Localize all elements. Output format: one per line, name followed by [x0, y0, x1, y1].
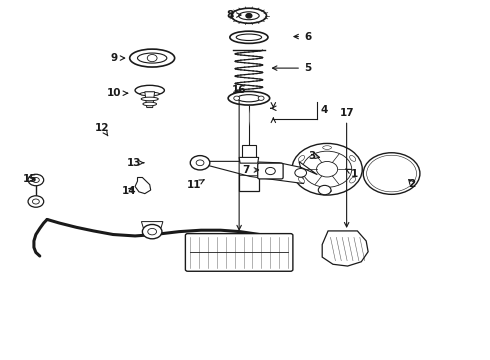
- Text: 2: 2: [409, 179, 416, 189]
- Circle shape: [28, 174, 44, 186]
- Circle shape: [32, 199, 39, 204]
- Text: 9: 9: [110, 53, 124, 63]
- Polygon shape: [209, 161, 318, 184]
- Text: 11: 11: [187, 180, 204, 190]
- Ellipse shape: [140, 92, 159, 96]
- Ellipse shape: [298, 177, 305, 183]
- Circle shape: [363, 153, 420, 194]
- Polygon shape: [322, 231, 368, 266]
- Circle shape: [383, 167, 400, 180]
- Ellipse shape: [323, 189, 331, 193]
- FancyBboxPatch shape: [185, 234, 293, 271]
- Circle shape: [371, 162, 383, 170]
- Circle shape: [246, 14, 252, 18]
- Polygon shape: [239, 157, 259, 163]
- Ellipse shape: [323, 146, 331, 149]
- Circle shape: [148, 228, 157, 235]
- Circle shape: [367, 155, 416, 192]
- Ellipse shape: [130, 49, 174, 67]
- Circle shape: [234, 96, 240, 100]
- Circle shape: [295, 168, 307, 177]
- Circle shape: [391, 157, 403, 166]
- Ellipse shape: [231, 8, 267, 23]
- Ellipse shape: [236, 34, 262, 41]
- Circle shape: [391, 181, 403, 190]
- Circle shape: [28, 196, 44, 207]
- Ellipse shape: [298, 156, 305, 161]
- Circle shape: [302, 151, 352, 187]
- Polygon shape: [242, 145, 256, 173]
- Circle shape: [147, 54, 157, 62]
- Circle shape: [190, 156, 210, 170]
- Ellipse shape: [141, 97, 158, 101]
- Circle shape: [292, 143, 362, 195]
- Ellipse shape: [237, 95, 261, 102]
- Circle shape: [317, 162, 338, 177]
- Text: 12: 12: [95, 123, 110, 136]
- Text: 1: 1: [345, 168, 358, 179]
- Circle shape: [258, 96, 264, 100]
- Circle shape: [403, 169, 415, 178]
- Ellipse shape: [239, 12, 259, 20]
- Text: 7: 7: [242, 165, 259, 175]
- Text: 3: 3: [309, 150, 319, 161]
- Ellipse shape: [138, 53, 167, 63]
- Text: 17: 17: [339, 108, 354, 227]
- Circle shape: [143, 225, 162, 239]
- Ellipse shape: [230, 31, 268, 43]
- Polygon shape: [145, 92, 155, 108]
- Text: 6: 6: [294, 32, 311, 41]
- Polygon shape: [142, 222, 163, 228]
- Circle shape: [196, 160, 204, 166]
- Circle shape: [371, 177, 383, 185]
- Ellipse shape: [228, 91, 270, 105]
- Text: 8: 8: [227, 10, 241, 20]
- Text: 13: 13: [126, 158, 144, 168]
- Ellipse shape: [143, 102, 157, 106]
- Polygon shape: [135, 177, 151, 194]
- Ellipse shape: [135, 85, 164, 95]
- Text: 14: 14: [122, 186, 136, 197]
- Text: 5: 5: [272, 63, 311, 73]
- Text: 10: 10: [107, 88, 127, 98]
- Ellipse shape: [350, 156, 356, 161]
- Ellipse shape: [350, 177, 356, 183]
- Circle shape: [266, 167, 275, 175]
- Text: 15: 15: [23, 174, 37, 184]
- Text: 16: 16: [232, 85, 246, 230]
- Circle shape: [318, 185, 331, 195]
- Circle shape: [32, 177, 39, 183]
- Text: 4: 4: [321, 105, 328, 116]
- Polygon shape: [239, 173, 259, 192]
- FancyBboxPatch shape: [258, 163, 283, 179]
